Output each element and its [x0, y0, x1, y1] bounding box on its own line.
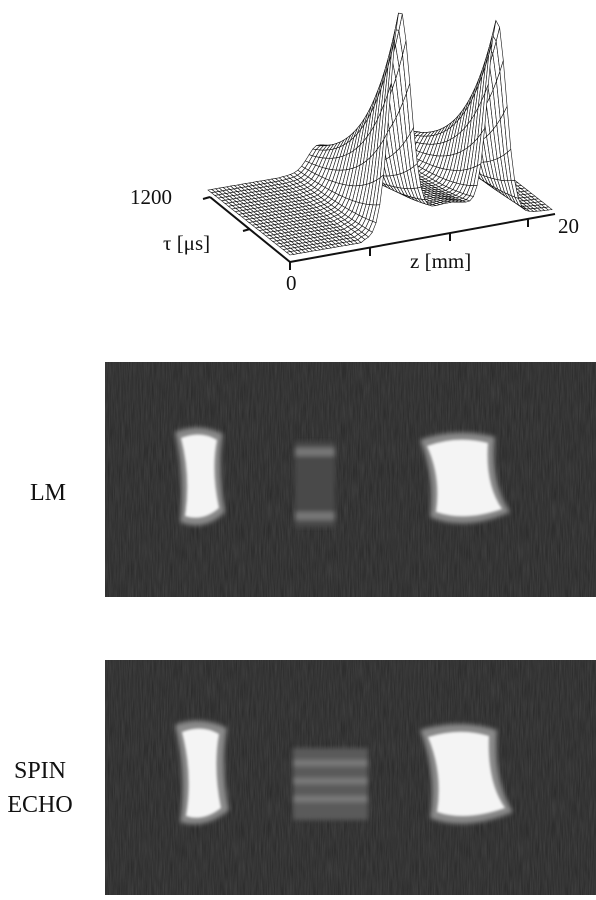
z-tick-label: 20	[558, 214, 579, 238]
panel-label: ECHO	[7, 792, 72, 818]
image-panel-spin-echo	[105, 660, 596, 895]
surface-plot	[208, 13, 552, 255]
panel-label: LM	[30, 480, 66, 506]
page: 1200 τ [μs] 0 z [mm] 20 LM	[0, 0, 596, 895]
z-axis-label: z [mm]	[410, 249, 471, 273]
tick	[243, 229, 250, 231]
image-panel-lm	[105, 362, 596, 597]
origin-tick-label: 0	[286, 271, 297, 295]
figure: 1200 τ [μs] 0 z [mm] 20 LM	[0, 0, 596, 895]
tau-axis-label: τ [μs]	[163, 231, 210, 255]
tau-tick-label: 1200	[130, 185, 172, 209]
panel-label: SPIN	[14, 758, 66, 784]
tick	[203, 197, 210, 199]
